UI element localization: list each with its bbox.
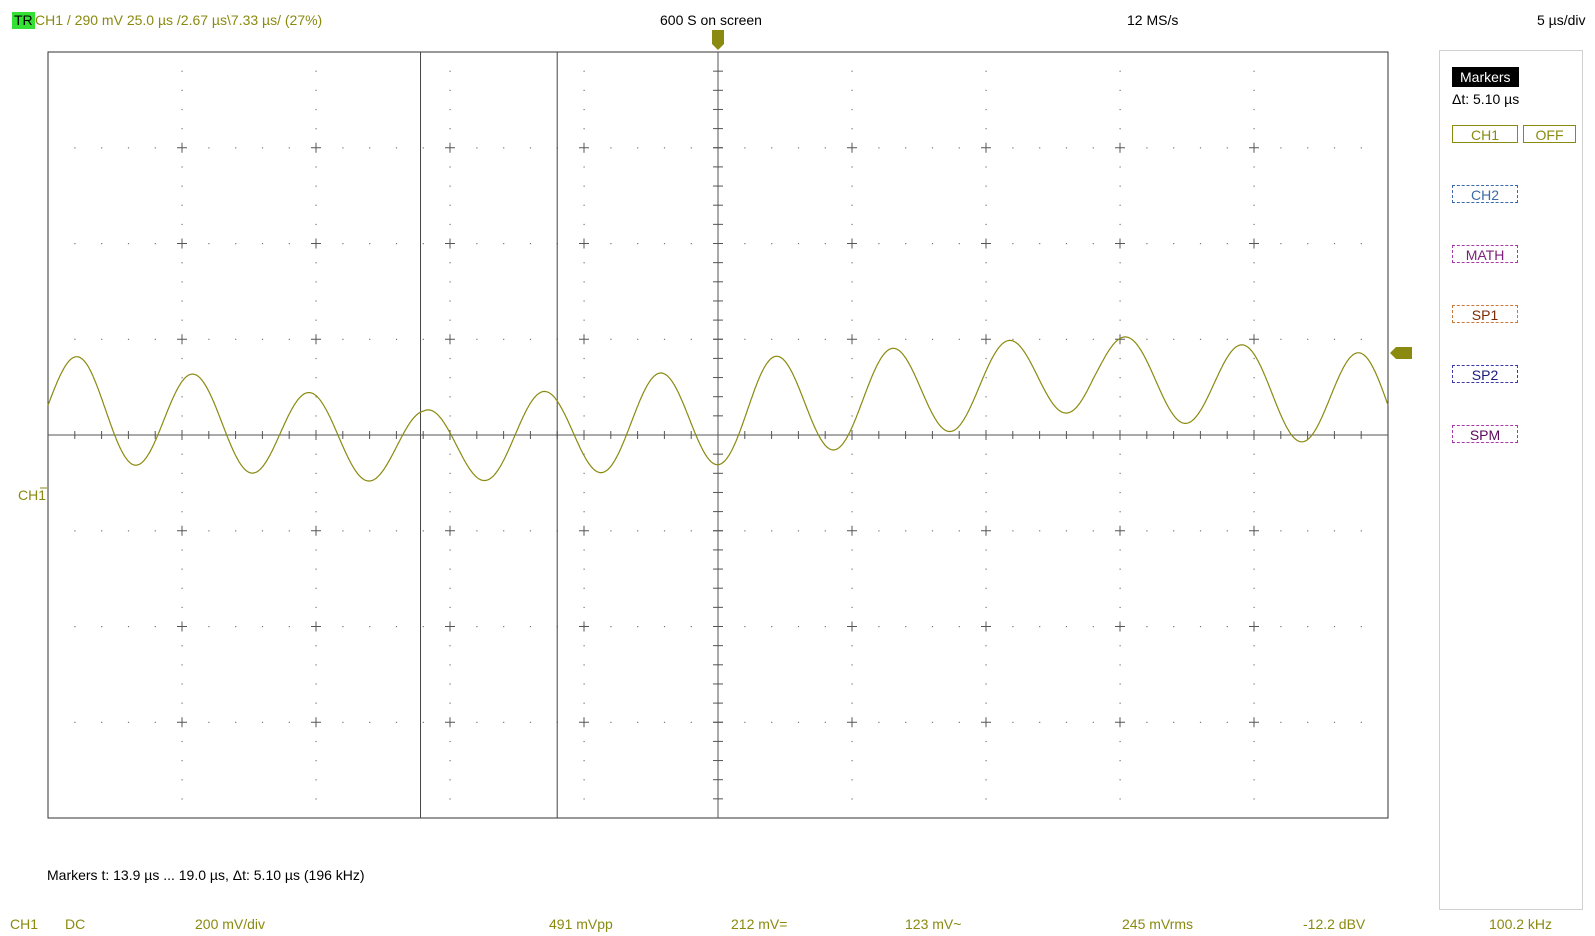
- markers-title[interactable]: Markers: [1452, 67, 1519, 87]
- measurement-vrms: 245 mVrms: [1122, 916, 1194, 932]
- ch1-waveform: [47, 336, 1389, 482]
- trigger-level-marker[interactable]: [1390, 347, 1412, 359]
- trigger-info: CH1 / 290 mV 25.0 µs /2.67 µs\7.33 µs/ (…: [35, 12, 323, 28]
- sample-rate: 12 MS/s: [1127, 12, 1179, 28]
- measurement-vac: 123 mV~: [905, 916, 962, 932]
- ch1-offset-label: CH1: [18, 487, 47, 503]
- markers-info: Markers t: 13.9 µs ... 19.0 µs, Δt: 5.10…: [47, 867, 365, 883]
- center-axis: [74, 52, 1362, 818]
- off-button[interactable]: OFF: [1523, 125, 1576, 143]
- measurement-dbv: -12.2 dBV: [1303, 916, 1366, 932]
- measurement-frequency: 100.2 kHz: [1489, 916, 1553, 932]
- samples-on-screen: 600 S on screen: [660, 12, 762, 28]
- spm-button[interactable]: SPM: [1452, 425, 1518, 443]
- trigger-time-marker[interactable]: [712, 30, 724, 50]
- trigger-badge: TR: [12, 12, 35, 29]
- sp1-button[interactable]: SP1: [1452, 305, 1518, 323]
- sp2-button[interactable]: SP2: [1452, 365, 1518, 383]
- bottom-volts-per-div[interactable]: 200 mV/div: [195, 916, 266, 932]
- bottom-channel[interactable]: CH1: [10, 916, 39, 932]
- ch1-button[interactable]: CH1: [1452, 125, 1518, 143]
- timebase[interactable]: 5 µs/div: [1537, 12, 1586, 28]
- side-panel: Markers Δt: 5.10 µs CH1 OFF CH2 MATH SP1…: [1439, 50, 1583, 910]
- markers-delta: Δt: 5.10 µs: [1452, 91, 1520, 107]
- ch2-button[interactable]: CH2: [1452, 185, 1518, 203]
- measurement-vpp: 491 mVpp: [549, 916, 613, 932]
- math-button[interactable]: MATH: [1452, 245, 1518, 263]
- measurement-vdc: 212 mV=: [731, 916, 788, 932]
- scope-display[interactable]: [0, 0, 1420, 860]
- bottom-coupling[interactable]: DC: [65, 916, 86, 932]
